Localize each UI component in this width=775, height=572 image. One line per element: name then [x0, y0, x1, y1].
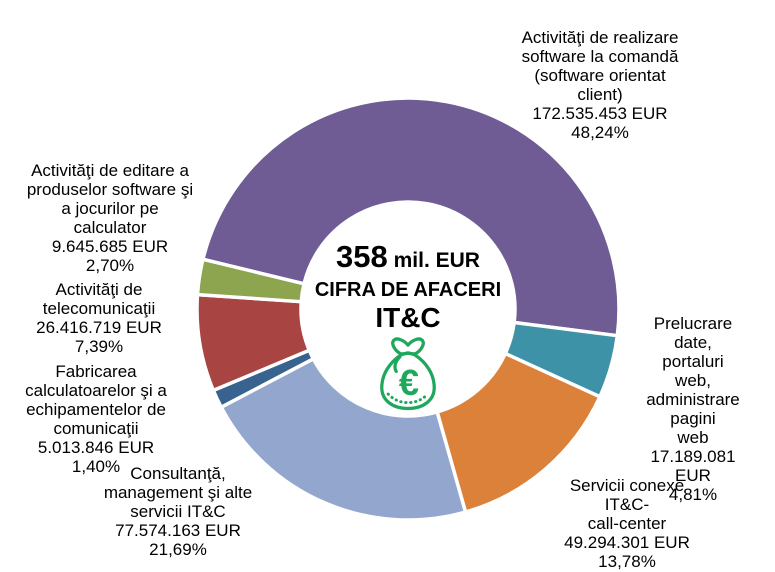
- center-total-number: 358: [336, 239, 388, 274]
- slice-label-servicii-conexe: Servicii conexe IT&C- call-center 49.294…: [564, 476, 690, 571]
- svg-text:€: €: [399, 362, 419, 403]
- slice-label-software-comanda: Activităţi de realizare software la coma…: [521, 28, 679, 142]
- center-sector: IT&C: [375, 302, 441, 333]
- slice-label-prelucrare-date: Prelucrare date, portaluri web, administ…: [646, 314, 740, 504]
- money-bag-euro-icon: €: [380, 337, 436, 411]
- slice-label-editare-software: Activităţi de editare a produselor softw…: [26, 161, 194, 275]
- donut-slice-consultanta: [219, 357, 468, 522]
- slice-label-telecomunicatii: Activităţi de telecomunicaţii 26.416.719…: [36, 280, 162, 356]
- slice-label-consultanta: Consultanţă, management şi alte servicii…: [103, 464, 253, 559]
- donut-slice-software-comanda: [201, 96, 621, 338]
- donut-center-text: 358 mil. EUR CIFRA DE AFACERI IT&C €: [290, 240, 526, 411]
- center-total-value: 358 mil. EUR: [290, 240, 526, 278]
- donut-slice-editare-software: [195, 257, 306, 304]
- center-caption: CIFRA DE AFACERI: [314, 279, 502, 301]
- slice-label-fabricarea-calculatoarelor: Fabricarea calculatoarelor şi a echipame…: [25, 362, 167, 476]
- center-total-suffix: mil. EUR: [387, 249, 480, 272]
- money-bag-icon-wrap: €: [290, 337, 526, 411]
- donut-slice-servicii-conexe: [435, 351, 602, 514]
